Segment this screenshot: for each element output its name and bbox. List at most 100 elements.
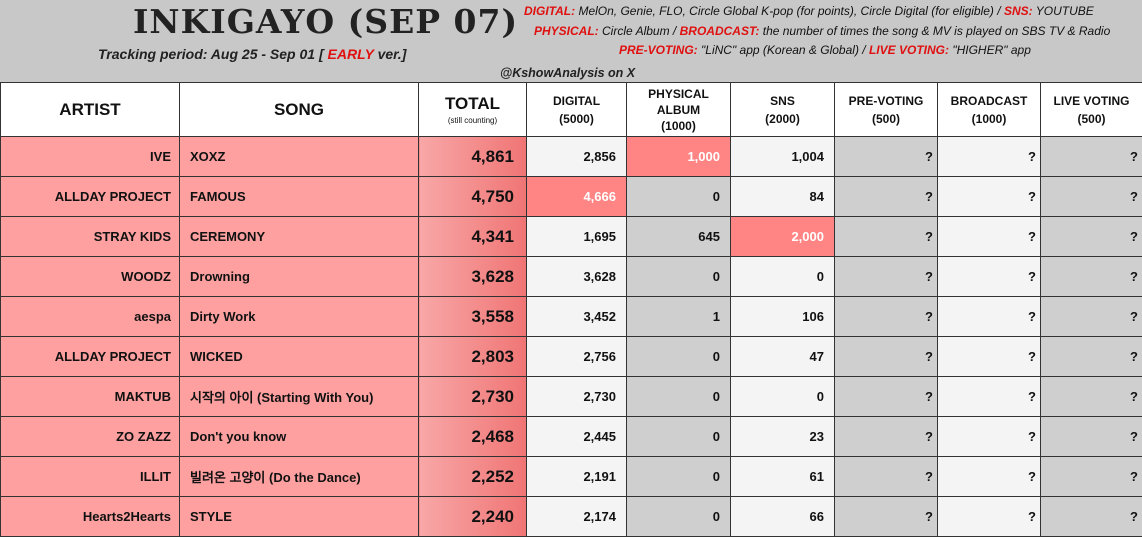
- physical-cell: 0: [627, 417, 731, 457]
- artist-cell: Hearts2Hearts: [1, 497, 180, 537]
- live-voting-cell: ?: [1041, 417, 1142, 457]
- prevoting-cell: ?: [835, 217, 938, 257]
- physical-cell: 1,000: [627, 137, 731, 177]
- artist-cell: ILLIT: [1, 457, 180, 497]
- table-row: aespa Dirty Work 3,558 3,452 1 106 ? ? ?: [1, 297, 1142, 337]
- broadcast-cell: ?: [938, 417, 1041, 457]
- table-row: Hearts2Hearts STYLE 2,240 2,174 0 66 ? ?…: [1, 497, 1142, 537]
- total-cell: 2,468: [419, 417, 527, 457]
- source-handle: @KshowAnalysis on X: [500, 66, 635, 80]
- sns-cell: 66: [731, 497, 835, 537]
- table-row: STRAY KIDS CEREMONY 4,341 1,695 645 2,00…: [1, 217, 1142, 257]
- artist-cell: WOODZ: [1, 257, 180, 297]
- prevoting-cell: ?: [835, 457, 938, 497]
- broadcast-cell: ?: [938, 337, 1041, 377]
- prevoting-cell: ?: [835, 377, 938, 417]
- total-cell: 2,240: [419, 497, 527, 537]
- broadcast-cell: ?: [938, 257, 1041, 297]
- broadcast-cell: ?: [938, 497, 1041, 537]
- total-cell: 3,628: [419, 257, 527, 297]
- sns-cell: 0: [731, 377, 835, 417]
- info-line-1: DIGITAL: MelOn, Genie, FLO, Circle Globa…: [524, 4, 1094, 18]
- song-cell: XOXZ: [180, 137, 419, 177]
- col-physical: PHYSICAL ALBUM (1000): [627, 83, 731, 137]
- digital-cell: 2,174: [527, 497, 627, 537]
- digital-cell: 3,452: [527, 297, 627, 337]
- prevoting-cell: ?: [835, 137, 938, 177]
- total-cell: 2,252: [419, 457, 527, 497]
- sns-cell: 1,004: [731, 137, 835, 177]
- physical-cell: 0: [627, 177, 731, 217]
- prevoting-cell: ?: [835, 297, 938, 337]
- broadcast-cell: ?: [938, 297, 1041, 337]
- live-voting-cell: ?: [1041, 137, 1142, 177]
- info-line-3: PRE-VOTING: "LiNC" app (Korean & Global)…: [619, 43, 1031, 57]
- header-row: ARTIST SONG TOTAL (still counting) DIGIT…: [1, 83, 1142, 137]
- info-line-2: PHYSICAL: Circle Album / BROADCAST: the …: [534, 24, 1110, 38]
- digital-cell: 2,191: [527, 457, 627, 497]
- song-cell: STYLE: [180, 497, 419, 537]
- tracking-period: Tracking period: Aug 25 - Sep 01 [ EARLY…: [98, 46, 406, 62]
- artist-cell: IVE: [1, 137, 180, 177]
- song-cell: FAMOUS: [180, 177, 419, 217]
- digital-cell: 2,856: [527, 137, 627, 177]
- physical-cell: 0: [627, 377, 731, 417]
- sns-cell: 2,000: [731, 217, 835, 257]
- table-row: ZO ZAZZ Don't you know 2,468 2,445 0 23 …: [1, 417, 1142, 457]
- song-cell: Don't you know: [180, 417, 419, 457]
- song-cell: Drowning: [180, 257, 419, 297]
- live-voting-cell: ?: [1041, 257, 1142, 297]
- col-sns: SNS (2000): [731, 83, 835, 137]
- early-label: EARLY: [328, 46, 374, 62]
- col-digital: DIGITAL (5000): [527, 83, 627, 137]
- col-broadcast: BROADCAST (1000): [938, 83, 1041, 137]
- live-voting-cell: ?: [1041, 497, 1142, 537]
- live-voting-cell: ?: [1041, 177, 1142, 217]
- physical-cell: 0: [627, 497, 731, 537]
- table-row: ALLDAY PROJECT WICKED 2,803 2,756 0 47 ?…: [1, 337, 1142, 377]
- live-voting-cell: ?: [1041, 457, 1142, 497]
- col-total: TOTAL (still counting): [419, 83, 527, 137]
- total-cell: 4,341: [419, 217, 527, 257]
- physical-cell: 1: [627, 297, 731, 337]
- total-cell: 4,861: [419, 137, 527, 177]
- prevoting-cell: ?: [835, 257, 938, 297]
- header: INKIGAYO (SEP 07) Tracking period: Aug 2…: [0, 0, 1142, 82]
- sns-cell: 106: [731, 297, 835, 337]
- total-cell: 3,558: [419, 297, 527, 337]
- prevoting-cell: ?: [835, 337, 938, 377]
- artist-cell: STRAY KIDS: [1, 217, 180, 257]
- artist-cell: aespa: [1, 297, 180, 337]
- total-cell: 4,750: [419, 177, 527, 217]
- digital-cell: 2,730: [527, 377, 627, 417]
- live-voting-cell: ?: [1041, 217, 1142, 257]
- col-song: SONG: [180, 83, 419, 137]
- table-row: MAKTUB 시작의 아이 (Starting With You) 2,730 …: [1, 377, 1142, 417]
- table-row: ILLIT 빌려온 고양이 (Do the Dance) 2,252 2,191…: [1, 457, 1142, 497]
- live-voting-cell: ?: [1041, 297, 1142, 337]
- broadcast-cell: ?: [938, 457, 1041, 497]
- digital-cell: 2,756: [527, 337, 627, 377]
- table-row: ALLDAY PROJECT FAMOUS 4,750 4,666 0 84 ?…: [1, 177, 1142, 217]
- song-cell: 빌려온 고양이 (Do the Dance): [180, 457, 419, 497]
- prevoting-cell: ?: [835, 177, 938, 217]
- song-cell: CEREMONY: [180, 217, 419, 257]
- song-cell: Dirty Work: [180, 297, 419, 337]
- col-prevoting: PRE-VOTING (500): [835, 83, 938, 137]
- physical-cell: 0: [627, 457, 731, 497]
- broadcast-cell: ?: [938, 137, 1041, 177]
- sns-cell: 47: [731, 337, 835, 377]
- total-cell: 2,730: [419, 377, 527, 417]
- prevoting-cell: ?: [835, 497, 938, 537]
- sns-cell: 0: [731, 257, 835, 297]
- physical-cell: 0: [627, 257, 731, 297]
- live-voting-cell: ?: [1041, 337, 1142, 377]
- physical-cell: 645: [627, 217, 731, 257]
- sns-cell: 61: [731, 457, 835, 497]
- total-cell: 2,803: [419, 337, 527, 377]
- song-cell: 시작의 아이 (Starting With You): [180, 377, 419, 417]
- song-cell: WICKED: [180, 337, 419, 377]
- page-title: INKIGAYO (SEP 07): [133, 2, 518, 41]
- artist-cell: ALLDAY PROJECT: [1, 177, 180, 217]
